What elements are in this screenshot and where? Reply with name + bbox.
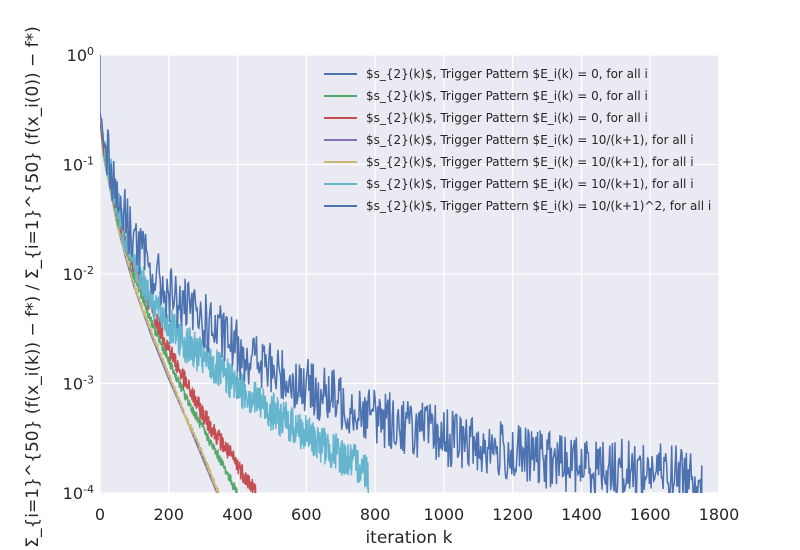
x-tick-label: 1200 [492, 505, 533, 524]
series-line [100, 120, 220, 493]
series-line [100, 55, 703, 493]
series-line [100, 115, 369, 493]
x-axis-label: iteration k [365, 528, 452, 548]
legend-label: $s_{2}(k)$, Trigger Pattern $E_i(k) = 0,… [366, 111, 648, 125]
x-tick-label: 0 [95, 505, 105, 524]
x-tick-label: 600 [291, 505, 322, 524]
legend-label: $s_{2}(k)$, Trigger Pattern $E_i(k) = 10… [366, 177, 694, 191]
y-axis-label: Σ_{i=1}^{50} (f(x_i(k)) − f*) / Σ_{i=1}^… [23, 26, 43, 548]
legend: $s_{2}(k)$, Trigger Pattern $E_i(k) = 0,… [324, 67, 711, 213]
legend-label: $s_{2}(k)$, Trigger Pattern $E_i(k) = 10… [366, 199, 711, 213]
x-tick-label: 1800 [699, 505, 740, 524]
x-tick-label: 1000 [424, 505, 465, 524]
legend-label: $s_{2}(k)$, Trigger Pattern $E_i(k) = 10… [366, 155, 694, 169]
series-lines [100, 55, 703, 493]
x-tick-label: 800 [360, 505, 391, 524]
y-tick-label: 10-1 [63, 155, 94, 175]
y-tick-label: 10-3 [63, 374, 94, 394]
y-axis-ticks: 100 10-1 10-2 10-3 10-4 [63, 45, 94, 503]
y-tick-label: 10-2 [63, 264, 94, 284]
x-tick-label: 1400 [561, 505, 602, 524]
x-axis-ticks: 0 200 400 600 800 1000 1200 1400 1600 1800 [95, 505, 739, 524]
x-tick-label: 1600 [630, 505, 671, 524]
legend-label: $s_{2}(k)$, Trigger Pattern $E_i(k) = 0,… [366, 67, 648, 81]
x-tick-label: 400 [222, 505, 253, 524]
x-tick-label: 200 [154, 505, 185, 524]
y-tick-label: 10-4 [63, 483, 94, 503]
legend-label: $s_{2}(k)$, Trigger Pattern $E_i(k) = 10… [366, 133, 694, 147]
legend-label: $s_{2}(k)$, Trigger Pattern $E_i(k) = 0,… [366, 89, 648, 103]
grid [99, 54, 720, 494]
y-tick-label: 100 [67, 45, 94, 65]
